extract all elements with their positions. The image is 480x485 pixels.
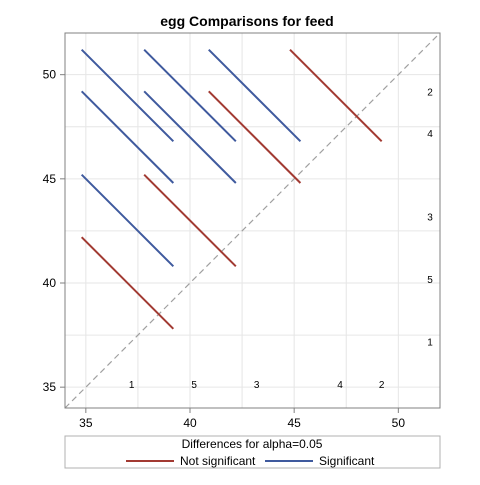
level-label-right: 2	[427, 87, 433, 98]
plot-frame	[64, 32, 441, 409]
x-tick-label: 50	[392, 416, 406, 430]
x-tick-label: 45	[287, 416, 301, 430]
level-label-bottom: 4	[337, 380, 343, 391]
not-significant-segment-1	[289, 48, 383, 143]
significant-segment-5	[143, 90, 237, 184]
level-label-right: 3	[427, 212, 433, 223]
level-label-bottom: 2	[379, 380, 385, 391]
y-tick-label: 45	[43, 172, 57, 186]
chart-title: egg Comparisons for feed	[160, 13, 333, 29]
y-tick-label: 35	[43, 380, 57, 394]
not-significant-segment-4	[80, 236, 175, 330]
legend-label-not-significant: Not significant	[180, 454, 256, 468]
level-label-right: 4	[427, 129, 433, 140]
legend-label-significant: Significant	[319, 454, 375, 468]
level-label-bottom: 5	[191, 380, 197, 391]
level-label-bottom: 1	[129, 380, 135, 391]
x-tick-label: 40	[183, 416, 197, 430]
significant-segment-2	[143, 48, 237, 143]
y-tick-label: 40	[43, 276, 57, 290]
y-tick-label: 50	[43, 68, 57, 82]
x-tick-label: 35	[79, 416, 93, 430]
legend: Differences for alpha=0.05 Not significan…	[64, 435, 441, 469]
significant-segment-6	[80, 173, 175, 268]
legend-box	[64, 435, 441, 469]
significant-segment-3	[208, 48, 302, 143]
level-label-right: 1	[427, 337, 433, 348]
diagonal-reference-line	[64, 32, 441, 409]
level-label-bottom: 3	[254, 380, 260, 391]
not-significant-segment-3	[143, 173, 237, 268]
significant-segment-1	[80, 48, 175, 143]
level-label-right: 5	[427, 275, 433, 286]
significant-segment-4	[80, 90, 175, 184]
legend-title: Differences for alpha=0.05	[182, 437, 323, 451]
not-significant-segment-2	[208, 90, 302, 184]
